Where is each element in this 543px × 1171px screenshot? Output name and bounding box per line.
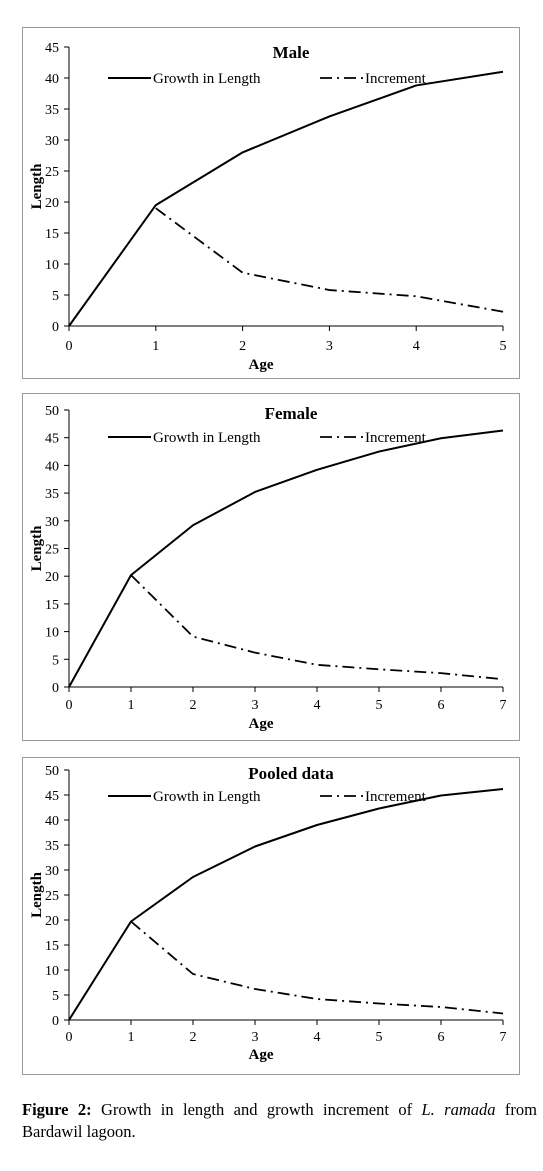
y-axis-label: Length xyxy=(29,163,45,210)
y-tick-label: 15 xyxy=(45,227,59,242)
figure-caption: Figure 2: Growth in length and growth in… xyxy=(22,1099,537,1143)
y-tick-label: 40 xyxy=(45,72,59,87)
series-line-growth xyxy=(68,788,504,1021)
series-line-increment xyxy=(130,920,504,1015)
chart-title: Female xyxy=(265,404,318,423)
y-tick-label: 15 xyxy=(45,598,59,613)
x-tick-label: 4 xyxy=(314,1030,321,1045)
y-tick-label: 30 xyxy=(45,134,59,149)
caption-species: L. ramada xyxy=(421,1100,496,1119)
legend-label-increment: Increment xyxy=(365,789,427,805)
series-line-growth xyxy=(68,429,504,688)
x-tick-label: 2 xyxy=(190,1030,197,1045)
y-tick-label: 10 xyxy=(45,964,59,979)
y-tick-label: 40 xyxy=(45,814,59,829)
legend-label-increment: Increment xyxy=(365,430,427,446)
x-tick-label: 1 xyxy=(128,1030,135,1045)
x-tick-label: 1 xyxy=(128,698,135,713)
y-tick-label: 25 xyxy=(45,889,59,904)
y-tick-label: 20 xyxy=(45,914,59,929)
chart-title: Male xyxy=(273,43,310,62)
y-axis-label: Length xyxy=(29,871,45,918)
x-tick-label: 5 xyxy=(376,1030,383,1045)
x-tick-label: 3 xyxy=(252,698,259,713)
y-axis-label: Length xyxy=(29,525,45,572)
y-tick-label: 35 xyxy=(45,487,59,502)
series-line-growth xyxy=(68,70,504,327)
x-tick-label: 4 xyxy=(314,698,321,713)
y-tick-label: 5 xyxy=(52,289,59,304)
x-tick-label: 5 xyxy=(376,698,383,713)
y-tick-label: 45 xyxy=(45,41,59,56)
y-tick-label: 25 xyxy=(45,165,59,180)
y-tick-label: 10 xyxy=(45,626,59,641)
x-tick-label: 6 xyxy=(438,1030,445,1045)
chart-title: Pooled data xyxy=(248,764,334,783)
caption-label: Figure 2: xyxy=(22,1100,92,1119)
y-tick-label: 0 xyxy=(52,320,59,335)
x-tick-label: 0 xyxy=(66,339,73,354)
x-tick-label: 1 xyxy=(152,339,159,354)
x-axis-label: Age xyxy=(249,1047,274,1063)
y-tick-label: 50 xyxy=(45,404,59,419)
y-tick-label: 45 xyxy=(45,789,59,804)
y-tick-label: 35 xyxy=(45,103,59,118)
y-tick-label: 45 xyxy=(45,432,59,447)
y-tick-label: 20 xyxy=(45,570,59,585)
y-tick-label: 15 xyxy=(45,939,59,954)
y-tick-label: 50 xyxy=(45,764,59,779)
y-tick-label: 25 xyxy=(45,543,59,558)
chart-panel-male: 0 5 10 15 20 25 30 35 40 45 0 1 2 3 4 5 Age Length Male Gro… xyxy=(22,27,520,379)
legend-label-growth: Growth in Length xyxy=(153,71,261,87)
x-tick-label: 4 xyxy=(413,339,420,354)
x-axis-label: Age xyxy=(249,716,274,732)
y-tick-label: 20 xyxy=(45,196,59,211)
y-tick-label: 30 xyxy=(45,864,59,879)
chart-panel-female: 0 5 10 15 20 25 30 35 40 45 50 0 1 2 3 4 5 6 7 Age Length Fem… xyxy=(22,393,520,741)
x-tick-label: 3 xyxy=(252,1030,259,1045)
series-line-increment xyxy=(130,574,504,681)
legend-label-growth: Growth in Length xyxy=(153,430,261,446)
x-tick-label: 2 xyxy=(239,339,246,354)
x-tick-label: 0 xyxy=(66,698,73,713)
x-tick-label: 0 xyxy=(66,1030,73,1045)
x-tick-label: 5 xyxy=(500,339,507,354)
chart-panel-pooled: 0 5 10 15 20 25 30 35 40 45 50 0 1 2 3 4 5 6 7 Age Length Poo… xyxy=(22,757,520,1075)
caption-text-before: Growth in length and growth increment of xyxy=(91,1100,422,1119)
x-tick-label: 7 xyxy=(500,698,507,713)
x-tick-label: 3 xyxy=(326,339,333,354)
legend-label-growth: Growth in Length xyxy=(153,789,261,805)
y-tick-label: 30 xyxy=(45,515,59,530)
y-tick-label: 5 xyxy=(52,989,59,1004)
caption-text-after: from Bardawil lagoon. xyxy=(22,1100,537,1141)
y-tick-label: 35 xyxy=(45,839,59,854)
y-tick-label: 0 xyxy=(52,1014,59,1029)
x-tick-label: 6 xyxy=(438,698,445,713)
x-tick-label: 7 xyxy=(500,1030,507,1045)
x-axis-label: Age xyxy=(249,357,274,373)
legend-label-increment: Increment xyxy=(365,71,427,87)
series-line-increment xyxy=(155,207,504,313)
y-tick-label: 5 xyxy=(52,653,59,668)
y-tick-label: 0 xyxy=(52,681,59,696)
y-tick-label: 10 xyxy=(45,258,59,273)
y-tick-label: 40 xyxy=(45,459,59,474)
x-tick-label: 2 xyxy=(190,698,197,713)
